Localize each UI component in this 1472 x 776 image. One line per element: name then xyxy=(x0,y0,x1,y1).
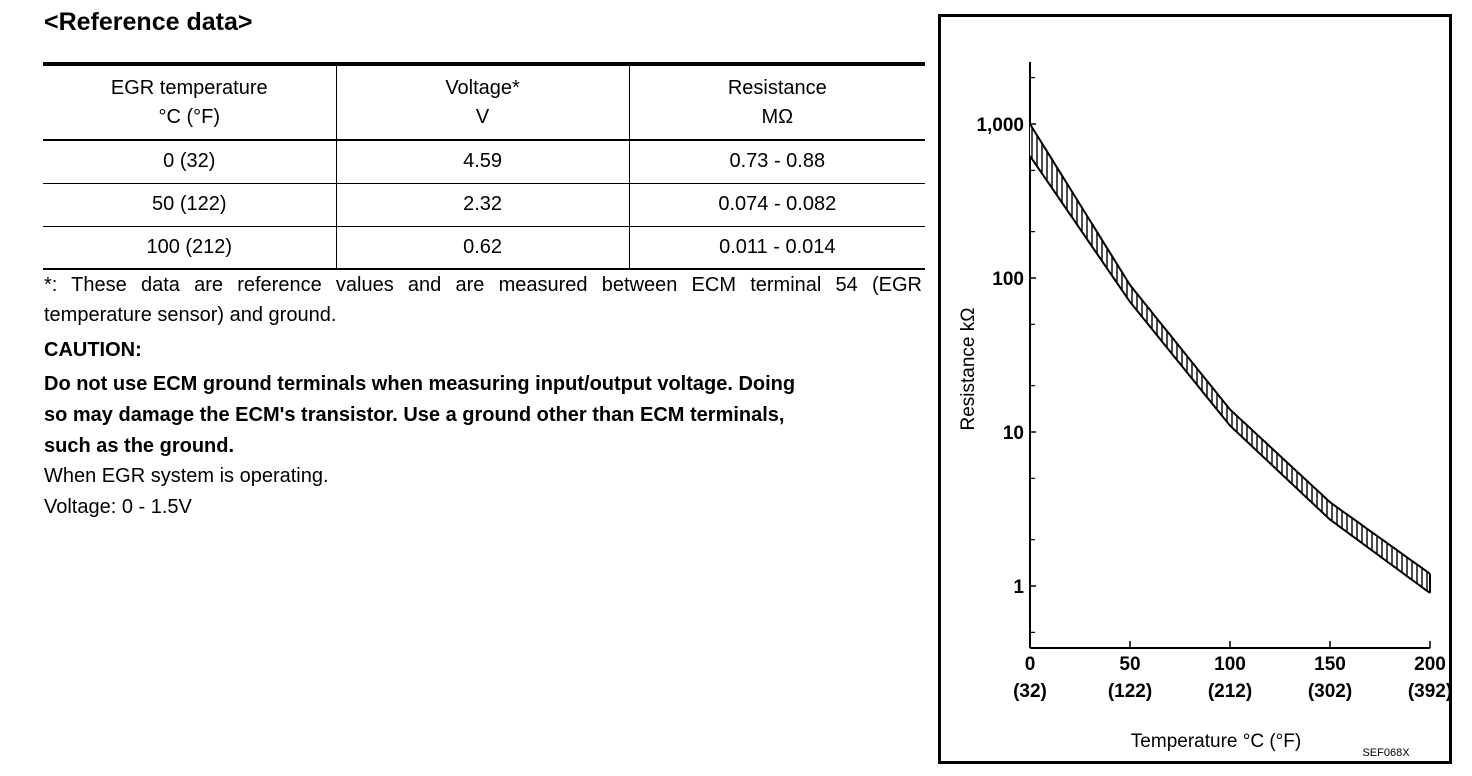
header-resistance: Resistance MΩ xyxy=(628,64,925,140)
chart-axes xyxy=(1029,62,1430,649)
cell-temperature: 0 (32) xyxy=(163,150,216,173)
resistance-chart-frame: 1 10 100 1,000 0 (32) 50 (122) 100 (212) 150 (302) 2… xyxy=(938,14,1452,764)
x-tick-sublabel: (212) xyxy=(1208,681,1252,702)
resistance-temperature-chart: 1 10 100 1,000 0 (32) 50 (122) 100 (212) 150 (302) 2… xyxy=(958,62,1449,759)
caution-line: Do not use ECM ground terminals when mea… xyxy=(44,373,796,395)
caution-text: Do not use ECM ground terminals when mea… xyxy=(44,369,922,462)
x-tick-sublabel: (302) xyxy=(1308,681,1352,702)
x-tick-sublabel: (32) xyxy=(1013,681,1047,702)
table-row: 0 (32) 4.59 0.73 - 0.88 xyxy=(43,140,925,183)
x-tick-label: 0 xyxy=(1025,654,1036,675)
cell-voltage: 4.59 xyxy=(335,140,630,183)
cell-temperature: 50 (122) xyxy=(152,193,227,215)
resistance-band-fill xyxy=(1030,124,1430,593)
y-tick-label: 100 xyxy=(992,269,1024,290)
band-upper-curve xyxy=(1029,123,1431,575)
cell-temperature: 100 (212) xyxy=(146,235,233,258)
y-tick-label: 1 xyxy=(1013,577,1024,598)
reference-data-table: EGR temperature °C (°F) Voltage* V Resis… xyxy=(43,62,925,270)
x-tick-sublabel: (122) xyxy=(1108,681,1152,702)
x-tick-label: 50 xyxy=(1119,654,1140,675)
header-egr-temperature: EGR temperature °C (°F) xyxy=(110,77,268,128)
cell-resistance: 0.011 - 0.014 xyxy=(628,226,925,269)
table-row: 50 (122) 2.32 0.074 - 0.082 xyxy=(43,183,925,226)
resistance-band-layer xyxy=(1029,123,1431,594)
caution-line: so may damage the ECM's transistor. Use … xyxy=(44,404,785,426)
header-voltage: Voltage* V xyxy=(335,64,630,140)
operating-condition: When EGR system is operating. Voltage: 0… xyxy=(44,461,329,523)
band-lower-curve xyxy=(1029,155,1431,594)
footnote: *: These data are reference values and a… xyxy=(44,274,922,326)
table-row: 100 (212) 0.62 0.011 - 0.014 xyxy=(43,226,925,269)
voltage-spec: Voltage: 0 - 1.5V xyxy=(44,496,192,518)
y-axis-label: Resistance kΩ xyxy=(958,308,979,431)
figure-code: SEF068X xyxy=(1362,747,1410,759)
caution-line: such as the ground. xyxy=(44,435,235,457)
cell-resistance: 0.074 - 0.082 xyxy=(628,183,925,226)
x-tick-label: 200 xyxy=(1414,654,1446,675)
table-header-row: EGR temperature °C (°F) Voltage* V Resis… xyxy=(43,64,925,140)
chart-ticks: 1 10 100 1,000 0 (32) 50 (122) 100 (212) 150 (302) 2… xyxy=(976,77,1449,702)
condition-text: When EGR system is operating. xyxy=(44,465,329,487)
caution-title: CAUTION: xyxy=(44,339,142,361)
x-tick-label: 150 xyxy=(1314,654,1346,675)
y-tick-label: 1,000 xyxy=(976,115,1024,136)
cell-voltage: 0.62 xyxy=(335,226,630,269)
x-tick-label: 100 xyxy=(1214,654,1246,675)
x-tick-sublabel: (392) xyxy=(1408,681,1449,702)
cell-resistance: 0.73 - 0.88 xyxy=(628,140,925,183)
y-tick-label: 10 xyxy=(1003,423,1024,444)
x-axis-label: Temperature °C (°F) xyxy=(1131,731,1301,752)
cell-voltage: 2.32 xyxy=(335,183,630,226)
reference-data-heading: <Reference data> xyxy=(44,8,253,36)
